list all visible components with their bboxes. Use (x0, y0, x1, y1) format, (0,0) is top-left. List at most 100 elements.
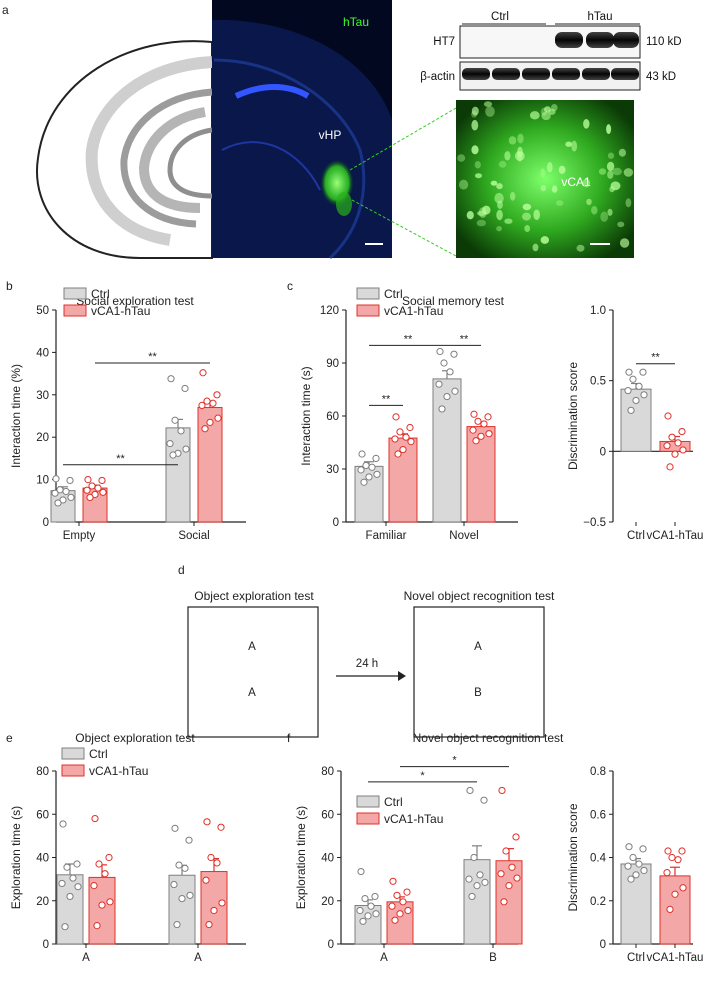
data-point (497, 870, 505, 878)
data-point (627, 406, 635, 414)
data-point (666, 905, 674, 914)
x-tick-label: vCA1-hTau (647, 530, 704, 542)
data-point (213, 859, 221, 867)
y-axis-label: Discrimination score (566, 362, 580, 470)
y-tick-label: 50 (36, 305, 49, 317)
micrograph-label-htau: hTau (343, 15, 369, 29)
y-tick-label: 20 (36, 432, 49, 444)
legend-label: Ctrl (89, 747, 108, 761)
data-point (484, 413, 492, 421)
data-point (373, 470, 381, 478)
cell-body (551, 185, 558, 193)
data-point (209, 399, 217, 407)
data-point (627, 875, 635, 883)
chart-c2: −0.5 0 0.5 1.0 Discrimination score Ctrl vCA1-… (566, 305, 703, 542)
cell-body (478, 207, 487, 219)
data-point (359, 917, 367, 925)
data-point (639, 368, 647, 376)
cell-body (476, 219, 486, 227)
arrow-interval: 24 h (356, 658, 378, 670)
data-point (51, 489, 59, 497)
data-point (674, 439, 682, 447)
data-point (406, 423, 414, 432)
data-point (438, 405, 446, 413)
data-point (671, 890, 679, 898)
data-point (213, 391, 221, 399)
data-point (469, 426, 477, 434)
data-point (446, 368, 454, 376)
legend-swatch (63, 304, 87, 317)
data-point (640, 866, 648, 875)
cell-body (524, 225, 531, 232)
y-tick-label: 30 (326, 464, 339, 476)
y-tick-label: 40 (36, 347, 49, 359)
micrograph-label-vca1: vCA1 (561, 175, 591, 189)
data-point (664, 412, 672, 420)
data-point (396, 910, 404, 918)
data-point (674, 856, 682, 864)
significance-label: * (420, 770, 425, 782)
data-point (54, 499, 62, 507)
legend-label: Ctrl (91, 287, 110, 301)
data-point (199, 369, 207, 377)
data-point (218, 899, 226, 907)
data-point (181, 864, 189, 872)
data-point (356, 906, 364, 915)
bar-htau (197, 407, 223, 523)
y-tick-label: 10 (36, 475, 49, 487)
data-point (171, 824, 179, 832)
data-point (171, 416, 179, 424)
data-point (207, 853, 215, 862)
data-point (435, 380, 443, 388)
data-point (362, 461, 370, 470)
cell-body (558, 165, 566, 174)
y-axis-label: Interaction time (%) (9, 364, 23, 468)
y-tick-label: 0.5 (590, 376, 606, 388)
y-tick-label: 40 (321, 853, 334, 865)
arrow-head (398, 671, 406, 681)
data-point (372, 910, 380, 918)
cell-body (556, 200, 564, 206)
data-point (500, 898, 508, 906)
data-point (625, 368, 633, 376)
data-point (666, 463, 674, 471)
data-point (358, 450, 366, 458)
cell-body (612, 167, 622, 176)
schematic-left-title: Object exploration test (194, 589, 314, 603)
data-point (624, 862, 632, 870)
data-point (498, 786, 506, 795)
x-tick-label: A (380, 952, 388, 964)
chart-title: Social exploration test (76, 294, 194, 308)
chart-title: Social memory test (402, 294, 505, 308)
data-point (394, 450, 402, 458)
cell-body (508, 136, 517, 145)
micrograph-vca1: vCA1 (456, 100, 634, 258)
data-point (86, 493, 94, 502)
significance-label: ** (148, 351, 157, 363)
arena-right (413, 606, 545, 738)
cell-body (541, 111, 551, 121)
y-axis-label: Discrimination score (566, 803, 580, 911)
chart-f1: Novel object recognition test 0 20 40 60 80 Ex… (294, 731, 564, 964)
y-tick-label: 0.4 (590, 853, 607, 865)
y-tick-label: 0.8 (590, 766, 606, 778)
data-point (62, 487, 70, 496)
data-point (476, 871, 484, 879)
data-point (181, 384, 189, 393)
data-point (629, 853, 637, 862)
data-point (106, 898, 114, 906)
data-point (635, 382, 643, 390)
data-point (668, 433, 676, 441)
data-point (624, 386, 632, 395)
data-point (396, 428, 404, 436)
cell-body (496, 226, 502, 232)
data-point (505, 882, 513, 890)
data-point (357, 867, 365, 876)
legend-swatch (356, 812, 380, 825)
cell-body (548, 108, 556, 115)
cell-body (504, 151, 511, 161)
data-point (468, 892, 476, 901)
data-point (368, 463, 376, 471)
data-point (485, 430, 493, 438)
legend-swatch (61, 764, 85, 777)
